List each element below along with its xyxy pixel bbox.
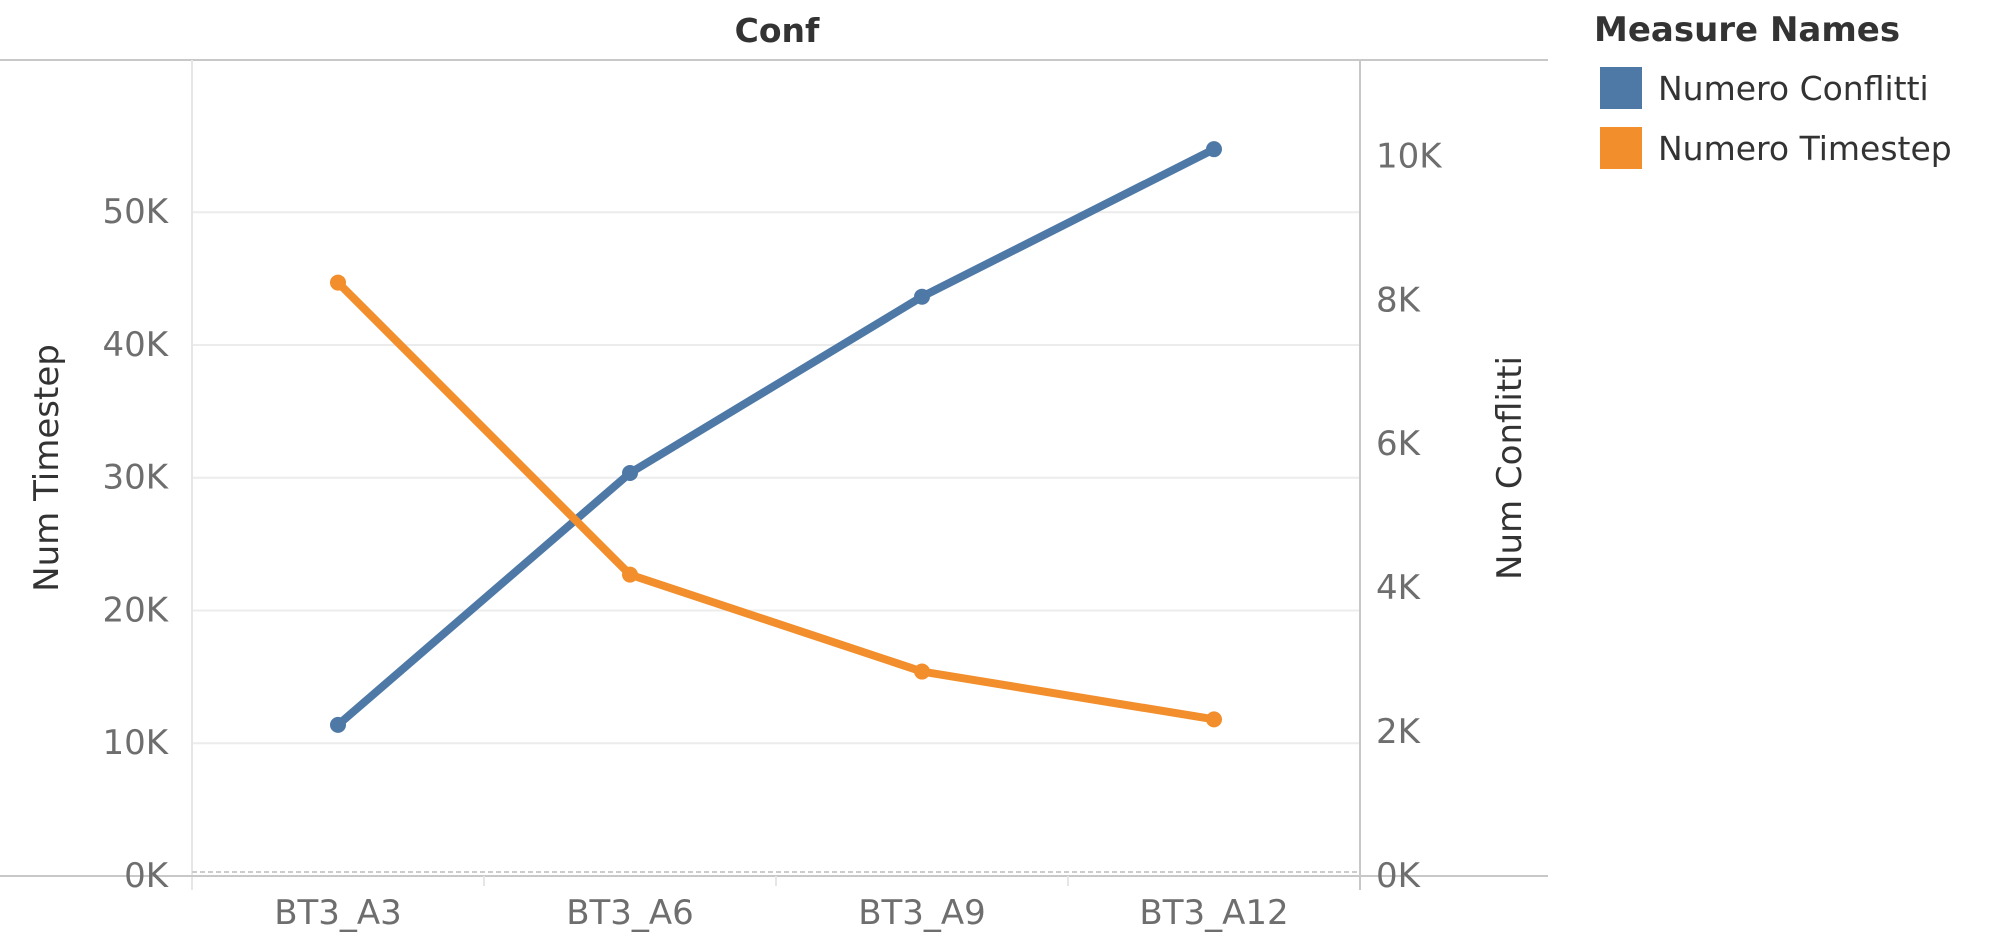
data-point-numero-timestep[interactable]: [914, 663, 930, 680]
right-axis-ticks: 0K 2K 4K 6K 8K 10K: [1376, 136, 1443, 896]
data-point-numero-conflitti[interactable]: [622, 465, 638, 482]
chart-frame: [0, 59, 1548, 890]
x-tick-label: BT3_A9: [858, 893, 986, 933]
x-tick-label: BT3_A12: [1139, 893, 1288, 933]
data-point-numero-timestep[interactable]: [1206, 711, 1222, 728]
legend-title: Measure Names: [1594, 10, 1901, 50]
gridlines: [192, 211, 1360, 745]
x-tick-label: BT3_A3: [274, 893, 402, 933]
series-layer: [330, 141, 1222, 733]
series-line-numero-conflitti[interactable]: [334, 145, 1218, 729]
series-line-numero-timestep[interactable]: [334, 278, 1218, 724]
chart-title: Conf: [735, 11, 820, 50]
data-point-numero-timestep[interactable]: [330, 274, 346, 291]
data-point-numero-conflitti[interactable]: [330, 716, 346, 733]
left-axis-ticks: 0K 10K 20K 30K 40K 50K: [102, 192, 169, 896]
left-tick-label: 20K: [102, 590, 169, 630]
legend-swatch-numero-timestep: [1600, 127, 1642, 169]
right-tick-label: 4K: [1376, 568, 1422, 608]
legend: Measure Names Numero Conflitti Numero Ti…: [1594, 10, 1984, 178]
left-tick-label: 40K: [102, 325, 169, 365]
x-tick-label: BT3_A6: [566, 893, 694, 933]
right-tick-label: 10K: [1376, 136, 1443, 176]
right-tick-label: 8K: [1376, 280, 1422, 320]
left-tick-label: 30K: [102, 458, 169, 498]
left-axis-title: Num Timestep: [27, 344, 67, 592]
right-tick-label: 2K: [1376, 712, 1422, 752]
left-tick-label: 0K: [124, 856, 170, 896]
x-axis-ticks: BT3_A3 BT3_A6 BT3_A9 BT3_A12: [274, 893, 1288, 933]
legend-item-numero-conflitti[interactable]: Numero Conflitti: [1600, 58, 1984, 118]
data-point-numero-conflitti[interactable]: [914, 288, 930, 305]
right-tick-label: 6K: [1376, 424, 1422, 464]
data-point-numero-conflitti[interactable]: [1206, 141, 1222, 158]
data-point-numero-timestep[interactable]: [622, 566, 638, 583]
legend-label-numero-timestep: Numero Timestep: [1658, 128, 1952, 168]
right-tick-label: 0K: [1376, 856, 1422, 896]
legend-label-numero-conflitti: Numero Conflitti: [1658, 68, 1929, 108]
right-axis-title: Num Conflitti: [1490, 356, 1530, 580]
left-tick-label: 10K: [102, 723, 169, 763]
legend-item-numero-timestep[interactable]: Numero Timestep: [1600, 118, 1984, 178]
legend-swatch-numero-conflitti: [1600, 67, 1642, 109]
left-tick-label: 50K: [102, 192, 169, 232]
